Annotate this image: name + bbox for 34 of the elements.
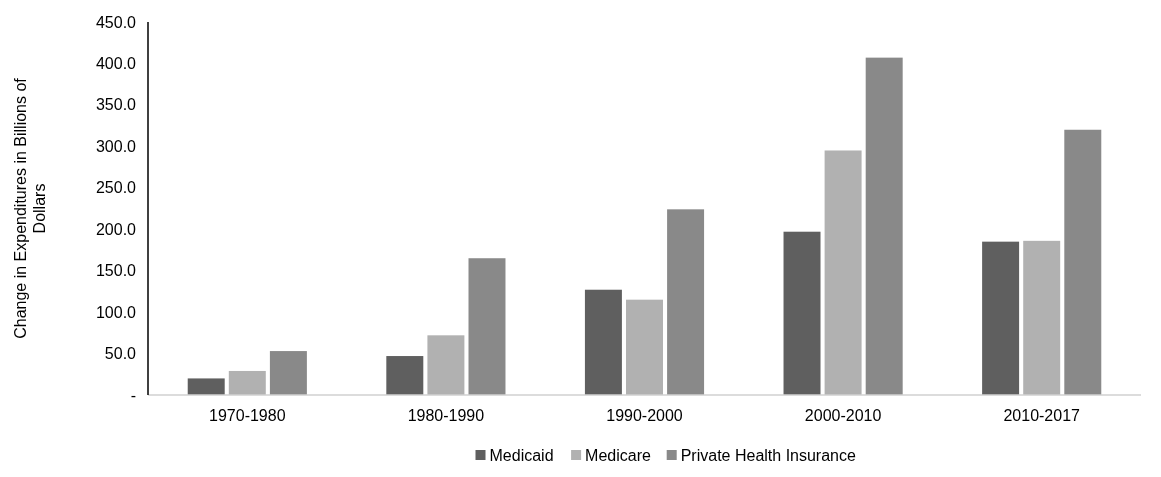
y-tick-label: 250.0 [95, 179, 137, 197]
y-axis-title: Change in Expenditures in Billions of Dollars [12, 77, 49, 339]
y-tick-label: 200.0 [95, 220, 137, 238]
y-tick-label: 150.0 [95, 262, 137, 280]
bar [1064, 129, 1102, 395]
bar [228, 370, 266, 395]
legend-label: Medicaid [489, 446, 554, 464]
bar [1023, 240, 1061, 395]
bar [386, 356, 424, 395]
y-tick-label: 450.0 [95, 13, 137, 31]
y-tick-label: 300.0 [95, 137, 137, 155]
bar [584, 289, 622, 395]
y-tick-label: - [130, 386, 136, 404]
bar [468, 258, 506, 395]
x-tick-label: 1970-1980 [209, 407, 286, 424]
y-tick-label: 50.0 [104, 345, 137, 363]
legend-label: Private Health Insurance [680, 446, 856, 464]
y-tick-label: 100.0 [95, 303, 137, 321]
x-tick-label: 1990-2000 [606, 407, 683, 424]
bar [824, 150, 862, 395]
bar [427, 335, 465, 395]
x-tick-label: 1980-1990 [407, 407, 485, 424]
bar [982, 241, 1020, 395]
x-tick-label: 2000-2010 [804, 407, 882, 424]
y-tick-label: 400.0 [95, 55, 137, 73]
bar [783, 231, 821, 395]
bar [187, 378, 225, 395]
y-tick-label: 350.0 [95, 96, 137, 114]
legend-label: Medicare [585, 446, 652, 464]
bar [626, 299, 663, 395]
x-tick-label: 2010-2017 [1003, 407, 1081, 424]
bar [269, 351, 307, 395]
bar [865, 57, 903, 395]
bar [667, 209, 705, 395]
